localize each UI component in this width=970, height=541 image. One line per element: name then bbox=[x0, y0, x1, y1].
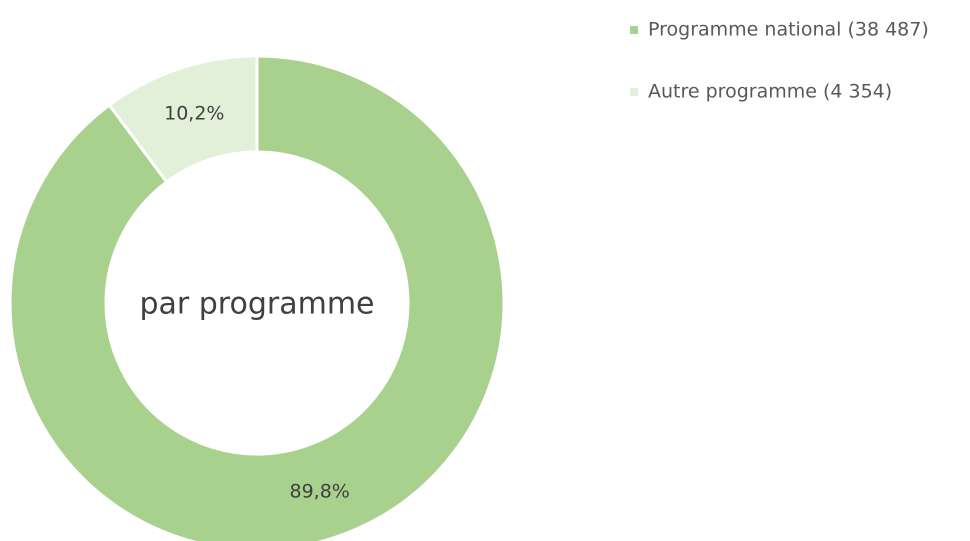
data-label: 89,8% bbox=[290, 480, 350, 502]
center-label: par programme bbox=[139, 287, 374, 322]
data-label: 10,2% bbox=[164, 103, 224, 125]
legend-label: Autre programme (4 354) bbox=[648, 81, 892, 103]
donut-slice bbox=[8, 54, 506, 541]
legend-label: Programme national (38 487) bbox=[648, 19, 929, 41]
legend-swatch bbox=[630, 26, 638, 34]
donut-slice bbox=[107, 54, 259, 185]
legend-swatch bbox=[630, 88, 638, 96]
